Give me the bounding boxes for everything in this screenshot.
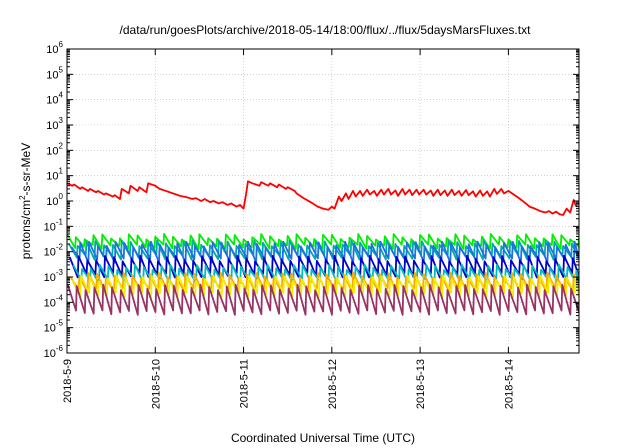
y-tick-label: 105 [46, 65, 63, 81]
series-line-0 [67, 180, 578, 216]
series-line-2 [67, 239, 579, 261]
series-lines [67, 180, 579, 316]
y-axis-label: protons/cm2-s-sr-MeV [18, 143, 33, 259]
y-tick-label: 100 [46, 192, 63, 208]
y-tick-label-base: 10 [46, 145, 58, 157]
y-tick-labels: 10-610-510-410-310-210-11001011021031041… [44, 40, 64, 360]
y-tick-label-exp: -4 [56, 293, 64, 302]
y-axis-label-pre: protons/cm [19, 200, 33, 259]
y-axis-label-sup: 2 [18, 195, 27, 200]
y-tick-label-base: 10 [44, 247, 56, 259]
y-tick-label-exp: 5 [59, 65, 64, 74]
y-tick-label-exp: -6 [56, 344, 64, 353]
y-tick-label-exp: 1 [59, 167, 64, 176]
y-tick-label: 10-5 [44, 319, 64, 335]
y-tick-label-base: 10 [46, 69, 58, 81]
series-line-8 [67, 283, 579, 316]
y-tick-label-exp: -5 [56, 319, 64, 328]
series-line-7 [71, 274, 579, 299]
y-tick-label-exp: -3 [56, 268, 64, 277]
y-tick-label: 10-3 [44, 268, 64, 284]
x-tick-labels: 2018-5-9 2018-5-10 2018-5-11 2018-5-12 2018-… [62, 359, 515, 409]
y-tick-label-base: 10 [46, 44, 58, 56]
series-line-3 [70, 240, 579, 264]
series-line-4 [68, 254, 579, 279]
y-tick-label-exp: 6 [59, 40, 64, 49]
x-tick-label: 2018-5-13 [415, 359, 427, 409]
y-tick-label: 106 [46, 40, 63, 56]
x-tick-label: 2018-5-11 [239, 359, 251, 408]
y-tick-label-exp: 4 [59, 91, 64, 100]
x-tick-label: 2018-5-12 [327, 359, 339, 409]
y-axis-label-post: -s-sr-MeV [19, 143, 33, 196]
series-line-1 [67, 233, 579, 250]
y-tick-label-base: 10 [44, 297, 56, 309]
y-tick-label-base: 10 [44, 348, 56, 360]
y-tick-label-base: 10 [44, 323, 56, 335]
y-tick-label-base: 10 [46, 196, 58, 208]
y-tick-label: 102 [46, 141, 63, 157]
x-axis-label: Coordinated Universal Time (UTC) [231, 431, 415, 445]
y-tick-label-base: 10 [44, 272, 56, 284]
y-tick-label-exp: 3 [59, 116, 64, 125]
y-tick-label: 10-6 [44, 344, 64, 360]
y-tick-label: 10-2 [44, 243, 64, 259]
x-tick-label: 2018-5-9 [62, 359, 74, 403]
y-tick-label-base: 10 [44, 221, 56, 233]
x-tick-label: 2018-5-10 [150, 359, 162, 409]
y-tick-label-base: 10 [46, 120, 58, 132]
y-tick-label: 101 [46, 167, 63, 183]
y-tick-label: 10-1 [44, 217, 64, 233]
y-tick-label-exp: 0 [59, 192, 64, 201]
y-tick-label-exp: -1 [56, 217, 64, 226]
y-tick-label-exp: -2 [56, 243, 64, 252]
y-tick-label: 10-4 [44, 293, 64, 309]
y-tick-label-base: 10 [46, 171, 58, 183]
y-tick-label-exp: 2 [59, 141, 64, 150]
y-tick-label: 103 [46, 116, 63, 132]
plot-frame [66, 48, 580, 354]
y-tick-label-base: 10 [46, 95, 58, 107]
chart-title: /data/run/goesPlots/archive/2018-05-14/1… [120, 23, 532, 37]
y-tick-label: 104 [46, 91, 63, 107]
x-tick-label: 2018-5-14 [503, 359, 515, 409]
